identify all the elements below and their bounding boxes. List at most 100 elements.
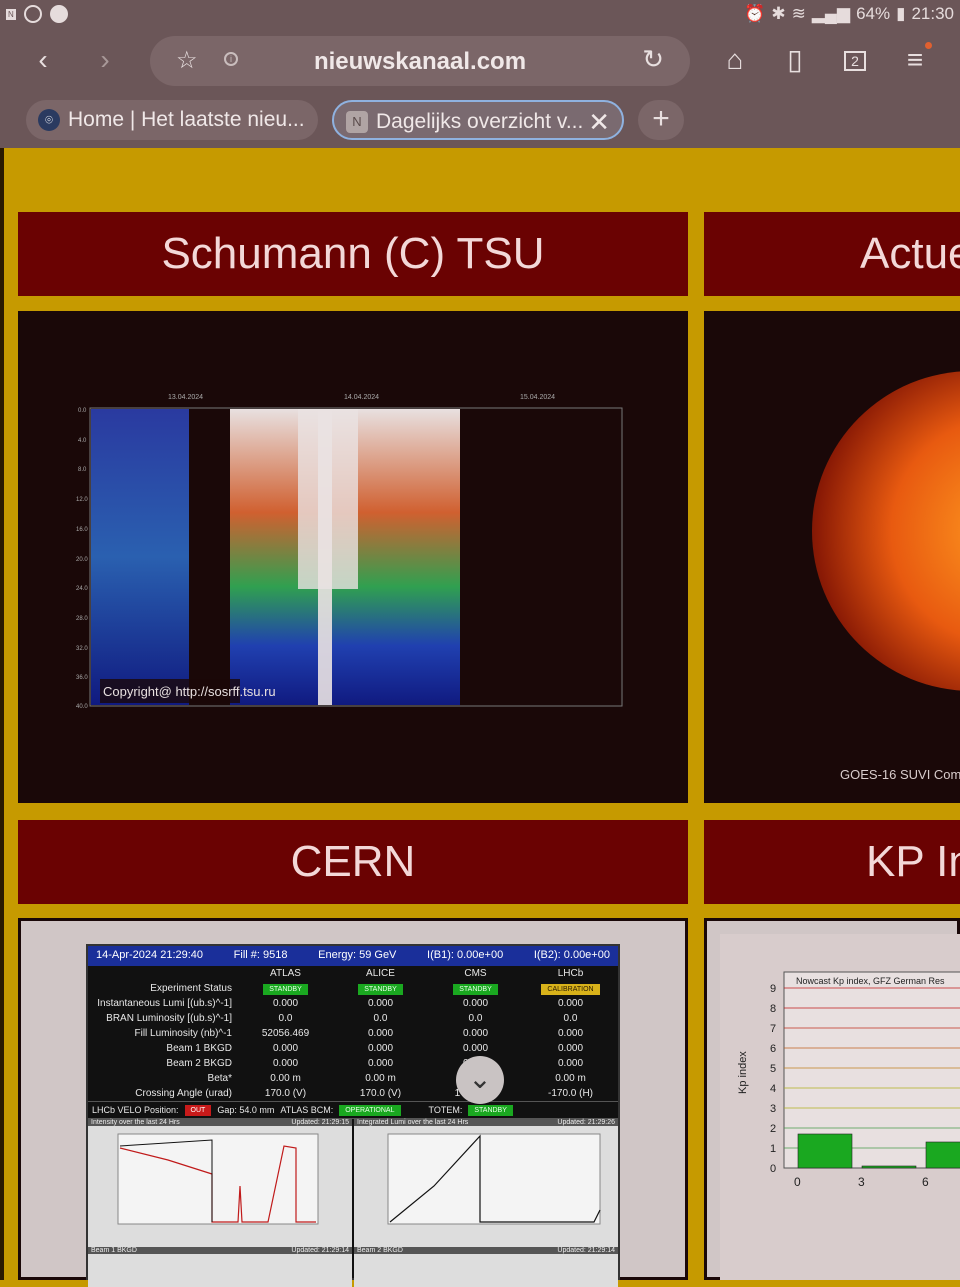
wifi-icon: ≋ — [791, 4, 806, 23]
cell: 0.00 m — [365, 1073, 396, 1084]
kp-y-tick: 8 — [770, 1003, 776, 1015]
y-tick: 12.0 — [76, 497, 88, 503]
copyright-text: Copyright@ http://sosrff.tsu.ru — [103, 684, 276, 699]
bluetooth-icon: ✱ — [771, 4, 786, 23]
tabs-icon[interactable]: 2 — [838, 44, 872, 78]
kp-bar — [925, 1141, 960, 1169]
tab-count: 2 — [844, 51, 866, 71]
row-label: Crossing Angle (urad) — [135, 1088, 232, 1099]
plot-title: Beam 2 BKGD — [357, 1247, 403, 1254]
cell: 0.0 — [468, 1013, 483, 1024]
cell: 0.000 — [557, 1058, 584, 1069]
bkgd-plots: Beam 1 BKGD Updated: 21:29:14 Beam 2 BKGD… — [88, 1247, 618, 1287]
menu-icon[interactable]: ≡ — [898, 42, 932, 78]
cell: 0.000 — [272, 1058, 299, 1069]
info-icon[interactable]: i — [224, 52, 238, 66]
cell: 0.0 — [563, 1013, 578, 1024]
actuele-title: Actue — [704, 212, 960, 296]
cern-energy: Energy: 59 GeV — [318, 949, 397, 961]
tab-favicon-icon: N — [346, 111, 368, 133]
left-border — [0, 148, 4, 1280]
velo-badge: OUT — [184, 1104, 212, 1116]
cern-status-line: LHCb VELO Position: OUT Gap: 54.0 mm ATL… — [88, 1101, 618, 1119]
cell: 52056.469 — [261, 1028, 310, 1039]
kp-chart-box: Nowcast Kp index, GFZ German Res Kp inde… — [720, 934, 960, 1280]
kp-title: KP In — [704, 820, 960, 904]
kp-y-tick: 3 — [770, 1103, 776, 1115]
cell: 0.000 — [272, 1043, 299, 1054]
kp-y-tick: 4 — [770, 1083, 776, 1095]
cern-ib1: I(B1): 0.00e+00 — [427, 949, 504, 961]
intensity-chart — [117, 1133, 319, 1225]
scroll-down-button[interactable]: ⌄ — [456, 1056, 504, 1104]
y-tick: 36.0 — [76, 675, 88, 681]
row-label: Instantaneous Lumi [(ub.s)^-1] — [97, 998, 232, 1009]
table-row: BRAN Luminosity [(ub.s)^-1] 0.0 0.0 0.0 0.0 — [88, 1011, 618, 1026]
kp-gridlines: 0 1 2 3 4 5 6 7 8 9 — [770, 983, 960, 1175]
plot-updated: Updated: 21:29:15 — [291, 1119, 349, 1126]
row-label: Beam 1 BKGD — [166, 1043, 232, 1054]
star-icon[interactable]: ☆ — [176, 47, 198, 74]
plot-updated: Updated: 21:29:26 — [557, 1119, 615, 1126]
plot-updated: Updated: 21:29:14 — [557, 1247, 615, 1254]
cell: 0.000 — [367, 1043, 394, 1054]
kp-x-tick: 6 — [922, 1175, 929, 1189]
cell: 0.000 — [367, 1028, 394, 1039]
new-tab-button[interactable]: + — [638, 100, 684, 140]
url-text: nieuwskanaal.com — [313, 48, 527, 75]
tab-home[interactable]: ⌾ Home | Het laatste nieu... — [26, 100, 318, 140]
back-icon[interactable]: ‹ — [38, 44, 48, 75]
y-tick: 28.0 — [76, 616, 88, 622]
plot-title: Integrated Lumi over the last 24 Hrs — [357, 1119, 469, 1126]
home-icon[interactable]: ⌂ — [726, 44, 744, 75]
tab-favicon-icon: ⌾ — [38, 109, 60, 131]
beam2-plot: Beam 2 BKGD Updated: 21:29:14 — [354, 1247, 618, 1287]
plot-title: Beam 1 BKGD — [91, 1247, 137, 1254]
kp-ylabel: Kp index — [737, 1051, 749, 1094]
cell: 0.000 — [557, 998, 584, 1009]
tab-strip: ⌾ Home | Het laatste nieu... N Dagelijks… — [0, 94, 960, 148]
plot-title: Intensity over the last 24 Hrs — [91, 1119, 180, 1126]
y-tick: 0.0 — [78, 408, 87, 414]
y-tick: 8.0 — [78, 467, 87, 473]
tab-label: Home | Het laatste nieu... — [68, 108, 305, 131]
status-badge: STANDBY — [358, 984, 403, 995]
schumann-title: Schumann (C) TSU — [18, 212, 688, 296]
kp-y-tick: 2 — [770, 1123, 776, 1135]
kp-x-tick: 3 — [858, 1175, 865, 1189]
url-bar[interactable]: ☆ i nieuwskanaal.com ↻ — [150, 36, 690, 86]
bcm-badge: OPERATIONAL — [339, 1104, 401, 1116]
date-label: 15.04.2024 — [520, 394, 555, 401]
cell: 0.000 — [462, 998, 489, 1009]
cell: 0.00 m — [270, 1073, 301, 1084]
cell: 0.000 — [272, 998, 299, 1009]
dnd-icon — [23, 5, 42, 23]
cell: 170.0 (V) — [264, 1088, 307, 1099]
status-badge: CALIBRATION — [541, 984, 600, 995]
kp-x-ticks: 0 3 6 — [794, 1175, 929, 1189]
spotify-icon — [49, 5, 68, 23]
cern-ib2: I(B2): 0.00e+00 — [533, 949, 610, 961]
cell: 0.000 — [557, 1043, 584, 1054]
totem-label: TOTEM: — [428, 1105, 463, 1115]
lumi-plot: Integrated Lumi over the last 24 Hrs Upda… — [354, 1119, 618, 1247]
reload-icon[interactable]: ↻ — [642, 44, 664, 74]
kp-chart: Nowcast Kp index, GFZ German Res Kp inde… — [737, 971, 960, 1189]
signal-icon: ▂▄▆ — [811, 4, 851, 23]
kp-chart-title: Nowcast Kp index, GFZ German Res — [796, 976, 945, 986]
clock: 21:30 — [911, 4, 954, 23]
schumann-y-ticks: 0.0 4.0 8.0 12.0 16.0 20.0 24.0 28.0 32.… — [76, 408, 88, 710]
forward-icon[interactable]: › — [100, 44, 110, 75]
browser-toolbar: ‹ › ☆ i nieuwskanaal.com ↻ ⌂ ▯ 2 ≡ — [0, 30, 960, 94]
plot-updated: Updated: 21:29:14 — [291, 1247, 349, 1254]
cell: 0.0 — [373, 1013, 388, 1024]
kp-bar — [861, 1165, 917, 1169]
device-icon[interactable]: ▯ — [787, 44, 803, 75]
sun-caption: GOES-16 SUVI Com — [840, 767, 960, 782]
cern-plots: Intensity over the last 24 Hrs Updated: 2… — [88, 1119, 618, 1247]
bcm-label: ATLAS BCM: — [280, 1105, 334, 1115]
tab-dagelijks[interactable]: N Dagelijks overzicht v... ✕ — [332, 100, 624, 140]
status-badge: STANDBY — [453, 984, 498, 995]
cell: 0.000 — [367, 1058, 394, 1069]
close-icon[interactable]: ✕ — [588, 107, 610, 137]
